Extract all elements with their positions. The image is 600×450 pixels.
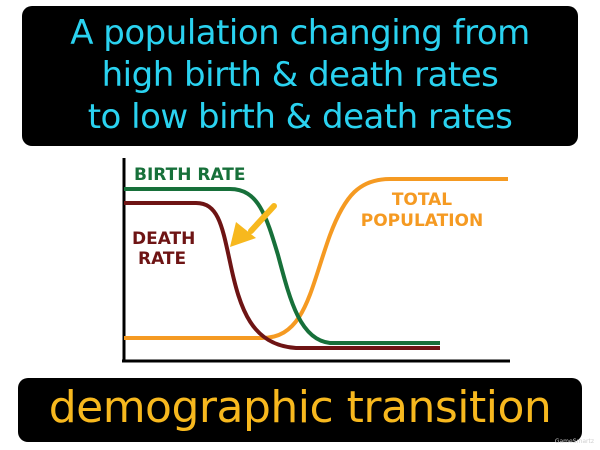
- definition-panel: A population changing from high birth & …: [22, 6, 578, 146]
- total-population-label-line2: POPULATION: [361, 211, 483, 231]
- death-rate-curve: [124, 201, 440, 350]
- term-text: demographic transition: [48, 382, 552, 433]
- total-population-label-line1: TOTAL: [392, 190, 452, 210]
- term-panel: demographic transition: [18, 378, 582, 442]
- death-rate-label-line1: DEATH: [132, 229, 195, 249]
- total-population-curve: [124, 177, 508, 340]
- birth-rate-curve: [124, 187, 440, 345]
- definition-text: A population changing from high birth & …: [70, 13, 530, 137]
- death-rate-label-line2: RATE: [138, 249, 186, 269]
- arrow-icon: [230, 203, 277, 247]
- brand-watermark: GameSmartz: [554, 438, 594, 445]
- birth-rate-label: BIRTH RATE: [134, 165, 246, 185]
